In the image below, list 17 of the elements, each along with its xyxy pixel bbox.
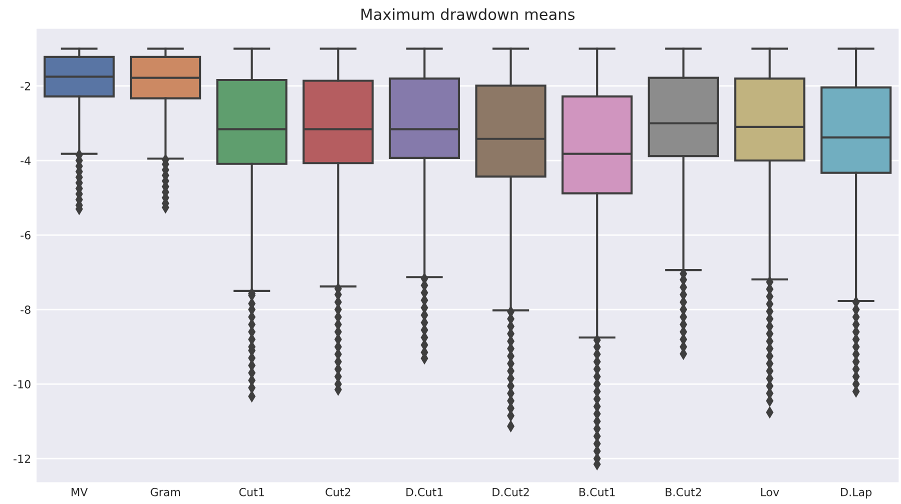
chart-title: Maximum drawdown means: [361, 8, 575, 20]
x-tick-label: D.Cut2: [492, 488, 529, 496]
x-tick-label: B.Cut2: [666, 488, 701, 496]
x-tick-label: Gram: [150, 488, 180, 496]
y-tick-label: -10: [14, 380, 30, 388]
y-tick-label: -2: [20, 82, 30, 90]
y-tick-label: -6: [20, 231, 30, 240]
y-tick-label: -8: [20, 306, 30, 314]
x-tick-label: Cut2: [326, 488, 350, 496]
y-tick-label: -4: [20, 156, 31, 165]
x-tick-label: D.Lap: [841, 488, 872, 498]
y-tick-label: -12: [14, 454, 30, 463]
x-tick-label: D.Cut1: [406, 488, 443, 496]
x-tick-label: B.Cut1: [579, 488, 615, 496]
x-tick-label: MV: [72, 488, 88, 496]
x-tick-label: Lov: [761, 488, 780, 496]
x-tick-label: Cut1: [239, 488, 264, 496]
